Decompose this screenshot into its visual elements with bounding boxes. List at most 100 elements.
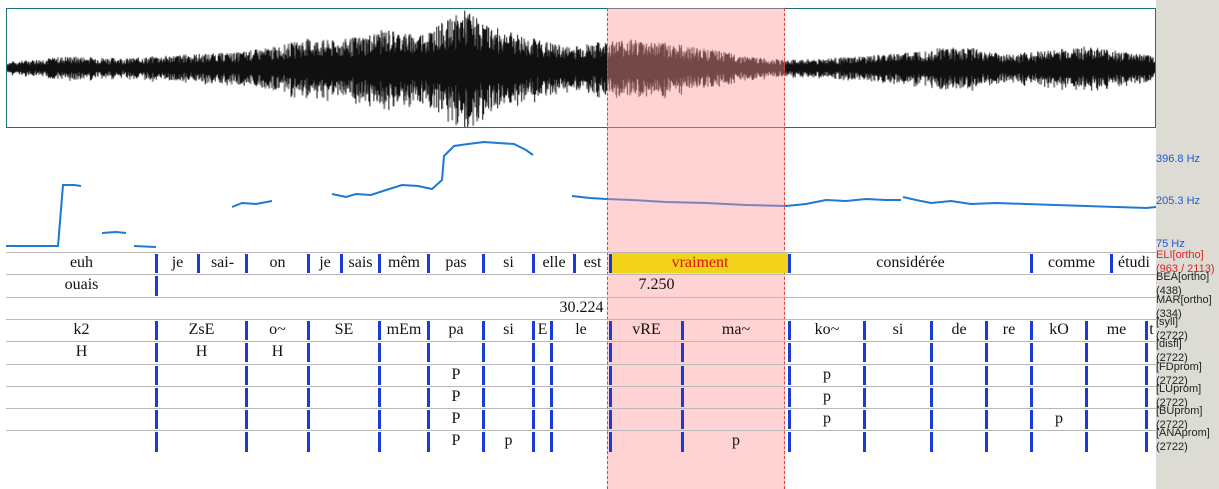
segment-boundary[interactable] (681, 320, 684, 341)
segment-boundary[interactable] (378, 410, 381, 430)
segment-label[interactable]: mêm (388, 254, 420, 271)
segment-label[interactable] (933, 431, 985, 451)
segment-boundary[interactable] (1030, 343, 1033, 363)
segment-label[interactable]: re (1002, 320, 1016, 338)
segment-label[interactable] (310, 387, 378, 407)
segment-label[interactable] (248, 409, 307, 429)
segment-label[interactable] (535, 365, 550, 385)
segment-label[interactable] (535, 387, 550, 407)
segment-label[interactable]: P (451, 387, 461, 405)
segment-boundary[interactable] (930, 387, 933, 408)
segment-boundary[interactable] (1085, 365, 1088, 385)
segment-label[interactable] (612, 365, 681, 385)
segment-boundary[interactable] (245, 320, 248, 341)
segment-label[interactable] (1033, 431, 1085, 451)
segment-label[interactable]: euh (69, 254, 94, 271)
segment-boundary[interactable] (245, 343, 248, 363)
segment-label[interactable]: elle (542, 254, 566, 271)
segment-label[interactable]: de (951, 320, 967, 338)
segment-label[interactable]: si (503, 320, 514, 338)
segment-boundary[interactable] (930, 343, 933, 363)
segment-boundary[interactable] (378, 432, 381, 452)
segment-label[interactable]: ma~ (721, 320, 751, 338)
segment-label[interactable]: est (583, 254, 602, 271)
segment-boundary[interactable] (985, 365, 988, 385)
segment-boundary[interactable] (1085, 320, 1088, 341)
segment-boundary[interactable] (930, 410, 933, 430)
segment-boundary[interactable] (532, 410, 535, 430)
segment-label[interactable] (8, 409, 155, 429)
segment-boundary[interactable] (788, 410, 791, 430)
segment-label[interactable]: pas (445, 254, 467, 271)
segment-label[interactable] (1088, 365, 1145, 385)
tier-name[interactable]: MAR[ortho] (1156, 293, 1212, 306)
segment-label[interactable] (8, 387, 155, 407)
segment-boundary[interactable] (930, 432, 933, 452)
segment-label[interactable]: p (823, 387, 831, 405)
segment-label[interactable]: vraiment (612, 253, 788, 274)
segment-boundary[interactable] (573, 254, 576, 274)
segment-boundary[interactable] (482, 410, 485, 430)
segment-boundary[interactable] (155, 387, 158, 408)
segment-boundary[interactable] (1085, 387, 1088, 408)
segment-label[interactable]: t (1149, 320, 1154, 338)
segment-label[interactable] (430, 342, 482, 362)
segment-boundary[interactable] (427, 432, 430, 452)
segment-boundary[interactable] (1030, 365, 1033, 385)
segment-label[interactable] (866, 409, 930, 429)
segment-boundary[interactable] (1145, 320, 1148, 341)
segment-label[interactable]: je (319, 254, 331, 271)
segment-boundary[interactable] (482, 387, 485, 408)
segment-label[interactable] (1148, 387, 1155, 407)
segment-label[interactable] (248, 387, 307, 407)
segment-label[interactable] (8, 431, 155, 451)
segment-label[interactable]: kO (1049, 320, 1069, 338)
segment-boundary[interactable] (681, 365, 684, 385)
segment-boundary[interactable] (155, 276, 158, 296)
segment-boundary[interactable] (609, 387, 612, 408)
segment-boundary[interactable] (1145, 410, 1148, 430)
segment-label[interactable] (553, 342, 609, 362)
segment-label[interactable] (684, 409, 788, 429)
segment-label[interactable] (988, 431, 1030, 451)
segment-label[interactable] (933, 342, 985, 362)
segment-label[interactable]: p (504, 432, 513, 450)
segment-label[interactable] (310, 431, 378, 451)
tier-name[interactable]: BEA[ortho] (1156, 271, 1210, 284)
segment-label[interactable] (553, 387, 609, 407)
segment-boundary[interactable] (681, 410, 684, 430)
segment-boundary[interactable] (1030, 432, 1033, 452)
segment-label[interactable]: me (1106, 320, 1127, 338)
segment-boundary[interactable] (550, 343, 553, 363)
segment-label[interactable]: pa (448, 320, 464, 338)
segment-boundary[interactable] (482, 432, 485, 452)
segment-boundary[interactable] (985, 410, 988, 430)
segment-label[interactable]: p (1055, 410, 1063, 428)
segment-boundary[interactable] (550, 387, 553, 408)
tier-name[interactable]: [disfl] (1156, 338, 1182, 351)
segment-boundary[interactable] (307, 365, 310, 385)
segment-boundary[interactable] (245, 254, 248, 274)
segment-label[interactable] (485, 387, 532, 407)
segment-label[interactable] (381, 409, 427, 429)
segment-label[interactable]: si (503, 254, 514, 271)
segment-boundary[interactable] (788, 432, 791, 452)
segment-label[interactable]: mEm (386, 320, 422, 338)
segment-boundary[interactable] (609, 410, 612, 430)
segment-boundary[interactable] (1145, 365, 1148, 385)
segment-label[interactable] (158, 365, 245, 385)
segment-boundary[interactable] (155, 432, 158, 452)
segment-label[interactable] (866, 342, 930, 362)
segment-label[interactable]: ko~ (814, 320, 840, 338)
segment-label[interactable]: vRE (632, 320, 661, 338)
segment-boundary[interactable] (532, 365, 535, 385)
segment-boundary[interactable] (1030, 320, 1033, 341)
segment-boundary[interactable] (340, 254, 343, 274)
segment-boundary[interactable] (863, 320, 866, 341)
segment-boundary[interactable] (197, 254, 200, 274)
segment-boundary[interactable] (378, 365, 381, 385)
segment-label[interactable] (933, 409, 985, 429)
segment-boundary[interactable] (482, 254, 485, 274)
segment-boundary[interactable] (482, 365, 485, 385)
segment-boundary[interactable] (482, 320, 485, 341)
